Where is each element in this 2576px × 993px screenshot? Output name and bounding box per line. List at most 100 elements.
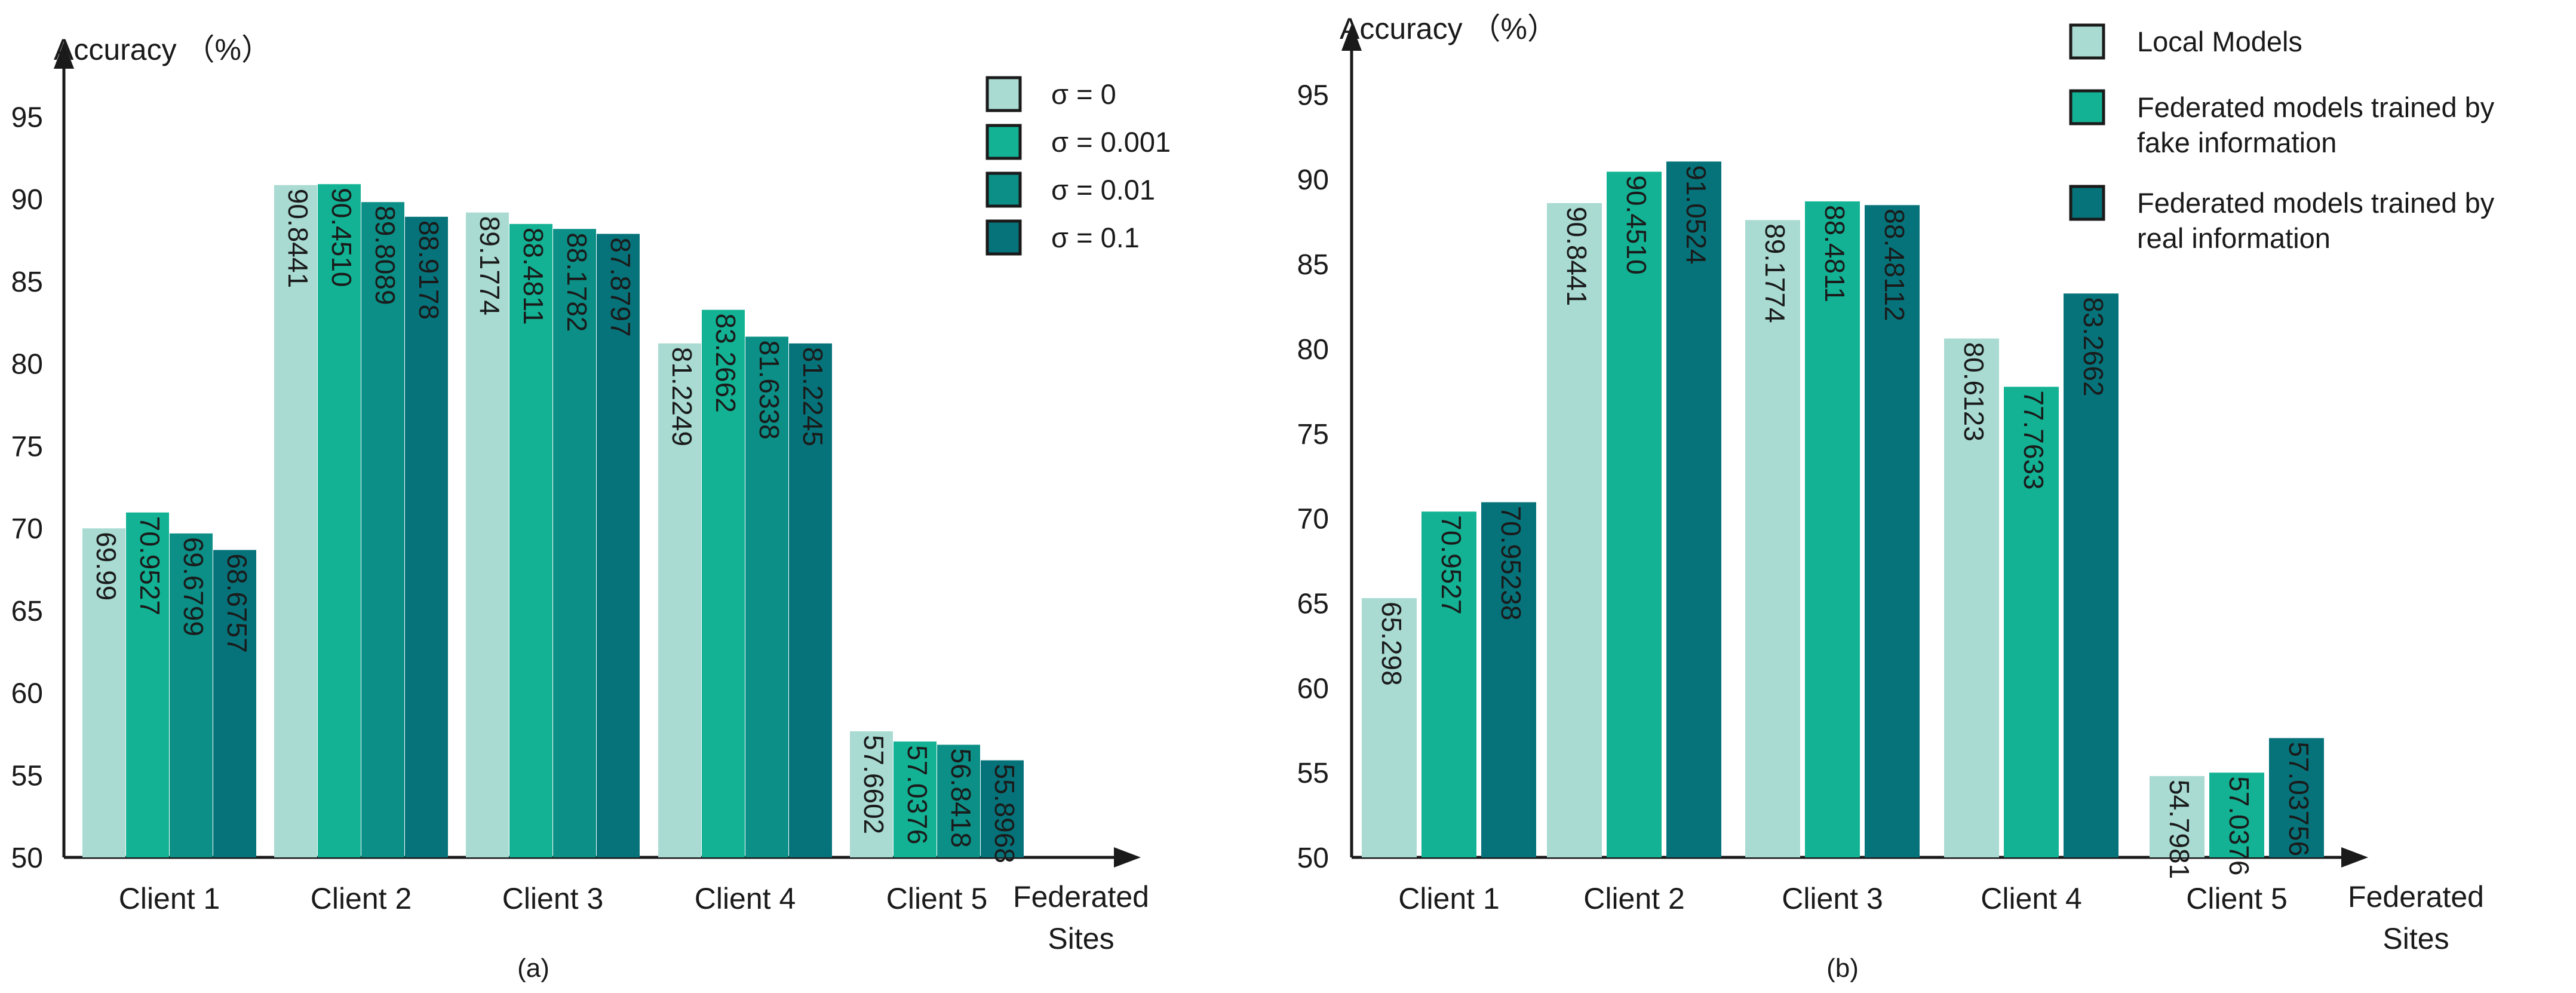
chart-a-legend-swatch [985, 124, 1022, 160]
chart-a-legend-swatch [985, 171, 1022, 208]
chart-a-bar-value-label: 89.8089 [370, 206, 401, 305]
chart-b-bar-value-label: 88.48112 [1879, 209, 1910, 321]
chart-a-bar [658, 343, 701, 857]
chart-a-x-axis-title-line1: Federated [1013, 880, 1149, 914]
chart-a-y-tick-label: 55 [11, 760, 43, 792]
chart-b-legend-swatch [2069, 89, 2105, 125]
chart-a-x-axis-title-line2: Sites [1048, 922, 1114, 955]
chart-a-bar-value-label: 68.6757 [222, 553, 253, 652]
chart-a-bar-value-label: 81.6338 [754, 340, 785, 439]
chart-a-x-tick-label: Client 5 [886, 882, 988, 915]
chart-b-bar [1805, 201, 1860, 857]
chart-b-x-tick-label: Client 4 [1981, 882, 2082, 915]
chart-a-bar-value-label: 88.4811 [518, 228, 549, 325]
chart-panel-a: Accuracy （%） Federated Sites (a) 50 55 60 6… [11, 33, 1171, 983]
chart-a-bar [126, 512, 169, 857]
chart-a-bar [553, 229, 596, 858]
chart-a-y-axis-title: Accuracy （%） [54, 33, 271, 66]
chart-a-bar-value-label: 88.1782 [561, 232, 592, 332]
chart-a-legend-label: σ = 0.001 [1051, 126, 1171, 158]
chart-a-bar [405, 216, 448, 858]
chart-a-panel-label: (a) [517, 954, 549, 983]
chart-b-bar [1666, 161, 1721, 858]
chart-a-y-tick-label: 85 [11, 266, 43, 298]
chart-a-bar-value-label: 55.8968 [989, 764, 1020, 863]
chart-b-y-tick-label: 85 [1297, 249, 1329, 281]
chart-a-legend-label: σ = 0.01 [1051, 174, 1155, 206]
chart-a-y-tick-label: 50 [11, 842, 43, 874]
chart-a-bar [981, 760, 1024, 857]
chart-b-bar-value-label: 57.0376 [2224, 776, 2255, 875]
chart-a-legend-label: σ = 0.1 [1051, 222, 1140, 253]
chart-b-bar [1362, 597, 1417, 857]
chart-b-y-axis-title: Accuracy （%） [1340, 12, 1557, 45]
chart-a-bar-value-label: 90.4510 [326, 188, 357, 287]
chart-b-bar [1865, 205, 1920, 857]
chart-b-bar [2209, 773, 2264, 857]
chart-b-bar-value-label: 54.7981 [2164, 780, 2195, 879]
chart-a-y-tick-label: 80 [11, 349, 43, 381]
chart-a-x-tick-label: Client 3 [502, 882, 604, 915]
chart-a-y-tick-label: 60 [11, 678, 43, 710]
chart-b-y-tick-label: 90 [1297, 164, 1329, 196]
chart-b-bar-value-label: 88.4811 [1819, 205, 1850, 302]
chart-a-y-tick-label: 90 [11, 184, 43, 216]
chart-b-bar-value-label: 89.1774 [1760, 223, 1791, 323]
chart-b-bar-value-label: 90.8441 [1561, 207, 1592, 306]
chart-b-bar-value-label: 77.7633 [2018, 390, 2049, 489]
chart-b-bar [2064, 293, 2118, 857]
chart-a-y-axis-arrow [54, 42, 74, 69]
chart-a-bar [274, 185, 317, 857]
chart-b-bar-value-label: 90.4510 [1621, 175, 1652, 274]
chart-a-bar-value-label: 69.6799 [178, 537, 209, 636]
chart-b-bar-value-label: 91.0524 [1681, 165, 1712, 264]
chart-b-bar [1421, 511, 1476, 857]
chart-a-legend-swatch [985, 219, 1022, 256]
chart-b-legend-label: Federated models trained by [2137, 187, 2495, 219]
chart-a-bar-value-label: 69.99 [91, 532, 122, 600]
chart-a-bar [466, 212, 509, 858]
chart-a-bar-value-label: 87.8797 [605, 237, 636, 336]
chart-b-bar-value-label: 57.03756 [2283, 741, 2314, 856]
chart-a-y-tick-label: 95 [11, 102, 43, 133]
chart-a-bar [82, 528, 125, 857]
chart-a-bar-value-label: 81.2249 [667, 347, 698, 446]
chart-a-bar [597, 234, 640, 857]
chart-a-bar [789, 343, 832, 857]
chart-b-x-tick-label: Client 3 [1782, 882, 1883, 915]
chart-b-y-tick-label: 70 [1297, 504, 1329, 535]
chart-b-x-tick-label: Client 2 [1583, 882, 1685, 915]
chart-b-bar [1547, 203, 1602, 858]
chart-a-bar-value-label: 57.6602 [858, 735, 889, 834]
chart-b-legend-label: fake information [2137, 127, 2336, 158]
chart-b-x-axis-arrow [2341, 847, 2368, 868]
chart-a-bar [509, 223, 552, 857]
chart-b-bar [2269, 738, 2324, 857]
chart-b-bar-value-label: 70.95238 [1496, 506, 1527, 621]
chart-a-bar-value-label: 83.2662 [710, 314, 741, 413]
chart-a-bar-value-label: 81.2245 [797, 347, 828, 446]
chart-panel-b: Accuracy （%） Federated Sites (b) 50 55 60 6… [1297, 12, 2495, 983]
chart-b-legend-swatch [2069, 185, 2105, 221]
chart-b-x-axis-title-line2: Sites [2382, 922, 2449, 955]
chart-a-bar-value-label: 56.8418 [945, 749, 977, 848]
chart-a-x-tick-label: Client 4 [695, 882, 796, 915]
chart-a-bar [850, 731, 893, 857]
chart-a-bar-value-label: 89.1774 [474, 216, 505, 315]
chart-b-bar-value-label: 80.6123 [1958, 342, 1989, 442]
chart-b-bar-value-label: 70.9527 [1436, 515, 1467, 614]
chart-a-x-tick-label: Client 1 [119, 882, 220, 915]
chart-a-x-axis-arrow [1114, 847, 1141, 868]
chart-b-bar-value-label: 65.298 [1376, 602, 1407, 686]
chart-a-y-tick-label: 70 [11, 513, 43, 545]
chart-a-legend-label: σ = 0 [1051, 78, 1116, 110]
chart-b-legend-label: real information [2137, 222, 2331, 254]
chart-b-x-tick-label: Client 1 [1398, 882, 1500, 915]
chart-b-x-axis-title-line1: Federated [2348, 880, 2484, 914]
chart-b-y-tick-label: 65 [1297, 588, 1329, 620]
chart-b-legend-label: Local Models [2137, 26, 2302, 57]
chart-a-legend-swatch [985, 76, 1022, 112]
chart-a-bar [745, 336, 788, 857]
chart-a-bar [894, 741, 937, 857]
